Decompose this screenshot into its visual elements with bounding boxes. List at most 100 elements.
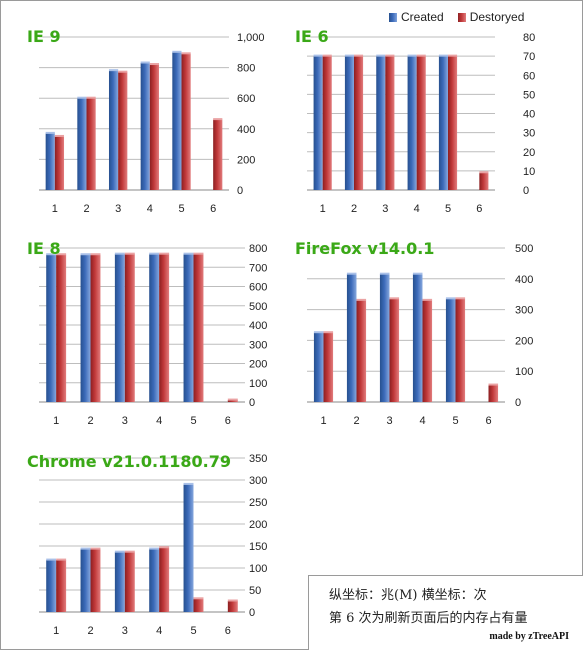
x-tick-label: 5 bbox=[178, 203, 184, 215]
bar-created-cap bbox=[77, 96, 87, 99]
y-tick-label: 600 bbox=[249, 282, 267, 294]
y-tick-label: 800 bbox=[249, 243, 267, 255]
bar-created bbox=[114, 254, 125, 402]
note-refresh-explanation: 第 6 次为刷新页面后的内存占有量 bbox=[329, 611, 528, 626]
bar-created bbox=[77, 98, 87, 190]
y-tick-label: 70 bbox=[523, 51, 535, 63]
legend: Created Destoryed bbox=[389, 9, 524, 25]
bar-created-cap bbox=[45, 131, 55, 134]
bar-created bbox=[313, 56, 323, 190]
bar-destroyed bbox=[54, 136, 65, 190]
legend-swatch-created bbox=[389, 12, 397, 22]
x-tick-label: 6 bbox=[210, 203, 216, 215]
chart-ie8: 0 100 200 300 400 500 600 700 800 1 2 3 4 5 6 IE 8 bbox=[27, 239, 268, 427]
bar-destroyed-cap bbox=[422, 298, 433, 301]
bar-destroyed-cap bbox=[323, 331, 334, 334]
bar-destroyed bbox=[227, 601, 238, 612]
bar-destroyed bbox=[56, 254, 67, 402]
bar-destroyed-cap bbox=[322, 54, 332, 57]
x-tick-label: 1 bbox=[53, 415, 59, 427]
bar-destroyed-cap bbox=[193, 252, 204, 255]
chart-ie9: 0 200 400 600 800 1,000 1 2 3 4 5 6 IE 9 bbox=[27, 27, 265, 215]
bar-destroyed bbox=[124, 254, 135, 402]
y-tick-label: 200 bbox=[515, 335, 533, 347]
bar-created bbox=[379, 274, 390, 402]
y-tick-label: 200 bbox=[237, 154, 255, 166]
x-tick-label: 1 bbox=[320, 203, 326, 215]
bar-destroyed bbox=[455, 298, 466, 402]
bar-destroyed bbox=[356, 300, 367, 402]
bar-destroyed bbox=[193, 254, 204, 402]
bar-destroyed bbox=[227, 400, 238, 402]
y-tick-label: 30 bbox=[523, 128, 535, 140]
bar-destroyed-cap bbox=[356, 298, 367, 301]
legend-item-destroyed: Destoryed bbox=[457, 10, 525, 24]
bar-destroyed-cap bbox=[227, 398, 238, 401]
bar-destroyed bbox=[86, 98, 96, 190]
bar-destroyed-cap bbox=[159, 546, 170, 549]
bar-destroyed bbox=[124, 552, 135, 612]
x-tick-label: 4 bbox=[156, 625, 162, 637]
bar-destroyed-cap bbox=[124, 252, 135, 255]
y-tick-label: 250 bbox=[249, 497, 267, 509]
bar-created bbox=[114, 552, 125, 612]
bar-destroyed-cap bbox=[149, 63, 160, 66]
x-tick-label: 3 bbox=[122, 415, 128, 427]
bar-created bbox=[344, 56, 354, 190]
bar-created bbox=[346, 274, 357, 402]
chart-firefox: 0 100 200 300 400 500 1 2 3 4 5 6 FireFox v14.0.1 bbox=[295, 239, 534, 427]
bar-destroyed-cap bbox=[54, 134, 65, 137]
bar-created-cap bbox=[346, 272, 357, 275]
bar-destroyed-cap bbox=[479, 171, 489, 174]
bar-created-cap bbox=[80, 253, 91, 256]
x-tick-label: 2 bbox=[83, 203, 89, 215]
bar-created bbox=[412, 274, 423, 402]
y-tick-label: 400 bbox=[237, 124, 255, 136]
y-tick-label: 200 bbox=[249, 519, 267, 531]
chart-title: Chrome v21.0.1180.79 bbox=[27, 452, 231, 471]
bar-destroyed bbox=[448, 56, 458, 190]
bar-created bbox=[438, 56, 448, 190]
bar-created-cap bbox=[149, 547, 160, 550]
bar-created bbox=[46, 254, 57, 402]
bar-created-cap bbox=[46, 253, 57, 256]
bar-destroyed bbox=[385, 56, 395, 190]
bar-destroyed-cap bbox=[389, 297, 400, 300]
legend-label-destroyed: Destoryed bbox=[469, 10, 525, 24]
bar-destroyed-cap bbox=[213, 118, 223, 121]
y-tick-label: 100 bbox=[249, 378, 267, 390]
bar-created bbox=[149, 254, 160, 402]
x-tick-label: 6 bbox=[485, 415, 491, 427]
bar-destroyed bbox=[488, 385, 499, 402]
bar-created bbox=[46, 560, 57, 612]
y-tick-label: 300 bbox=[249, 475, 267, 487]
bar-destroyed bbox=[118, 72, 128, 190]
bar-created bbox=[80, 254, 91, 402]
note-axis-units: 纵坐标：兆(M) 横坐标：次 bbox=[329, 588, 487, 603]
y-tick-label: 0 bbox=[515, 397, 521, 409]
x-tick-label: 2 bbox=[87, 415, 93, 427]
y-tick-label: 800 bbox=[237, 63, 255, 75]
bar-destroyed bbox=[354, 56, 364, 190]
y-tick-label: 0 bbox=[237, 185, 243, 197]
x-tick-label: 1 bbox=[320, 415, 326, 427]
bar-created bbox=[407, 56, 417, 190]
y-tick-label: 700 bbox=[249, 262, 267, 274]
legend-label-created: Created bbox=[401, 10, 444, 24]
bar-created bbox=[376, 56, 386, 190]
note-credit: made by zTreeAPI bbox=[489, 631, 569, 642]
y-tick-label: 500 bbox=[515, 243, 533, 255]
bar-destroyed bbox=[479, 172, 489, 190]
bar-destroyed-cap bbox=[56, 558, 67, 561]
y-tick-label: 50 bbox=[249, 585, 261, 597]
y-tick-label: 50 bbox=[523, 89, 535, 101]
bar-created-cap bbox=[149, 252, 160, 255]
y-tick-label: 0 bbox=[249, 607, 255, 619]
y-tick-label: 400 bbox=[249, 320, 267, 332]
y-tick-label: 300 bbox=[515, 305, 533, 317]
bar-created-cap bbox=[114, 550, 125, 553]
bar-destroyed bbox=[149, 64, 160, 190]
bar-created-cap bbox=[412, 272, 423, 275]
x-tick-label: 6 bbox=[225, 625, 231, 637]
bar-created bbox=[108, 70, 119, 190]
